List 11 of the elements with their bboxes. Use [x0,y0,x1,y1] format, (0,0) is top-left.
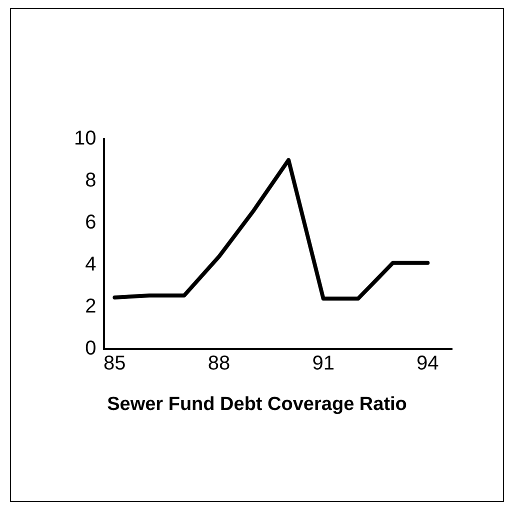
x-tick-label: 88 [208,352,230,375]
text: Sewer Fund Debt Coverage Ratio [106,394,408,416]
x-tick-label: 91 [312,352,334,375]
y-tick-label: 10 [74,128,96,150]
y-tick-label: 4 [85,254,96,276]
x-tick-label: 85 [104,352,126,375]
y-tick-label: 0 [85,338,96,360]
y-tick-label: 6 [85,212,96,234]
y-tick-label: 8 [85,170,96,192]
x-tick-label: 94 [416,352,439,375]
y-tick-label: 2 [85,296,96,318]
